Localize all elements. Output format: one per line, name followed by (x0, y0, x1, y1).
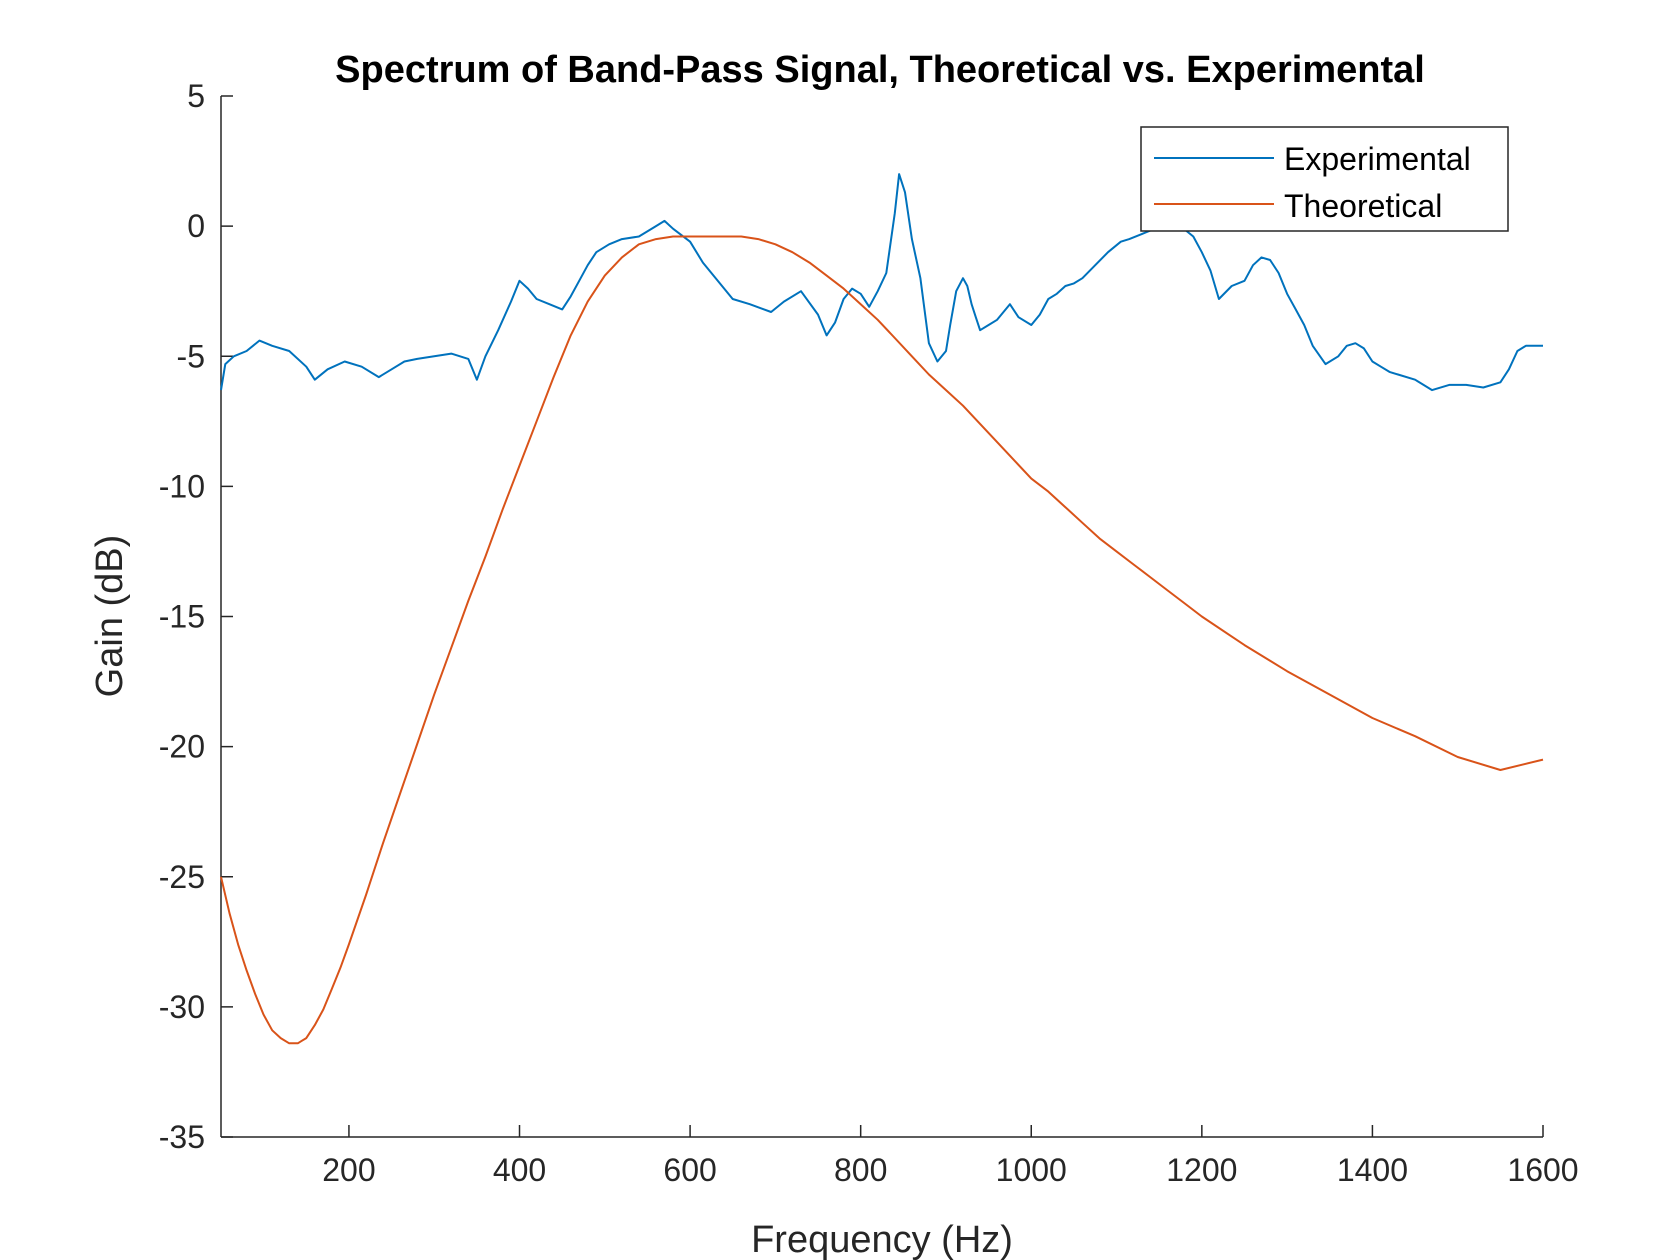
x-tick-label: 1400 (1337, 1152, 1408, 1188)
x-tick-label: 1600 (1507, 1152, 1578, 1188)
series-line-experimental (220, 173, 1543, 392)
y-tick-label: -20 (159, 729, 205, 765)
series-lines (220, 173, 1544, 1045)
chart-title: Spectrum of Band-Pass Signal, Theoretica… (335, 49, 1425, 91)
x-tick-label: 1200 (1166, 1152, 1237, 1188)
y-tick-label: -10 (159, 468, 205, 504)
x-tick-label: 600 (663, 1152, 716, 1188)
x-tick-label: 800 (834, 1152, 887, 1188)
plot-area: 200 400 600 800 1000 1200 1400 1600 5 0 -5 -10 -15 -… (159, 78, 1579, 1188)
x-tick-label: 400 (493, 1152, 546, 1188)
y-axis-label: Gain (dB) (89, 535, 131, 698)
y-tick-label: 5 (187, 78, 205, 114)
x-tick-label: 1000 (996, 1152, 1067, 1188)
y-tick-label: -30 (159, 989, 205, 1025)
y-tick-label: -25 (159, 859, 205, 895)
y-tick-label: 0 (187, 208, 205, 244)
x-tick-label: 200 (322, 1152, 375, 1188)
x-axis-label: Frequency (Hz) (751, 1219, 1013, 1260)
y-ticks: 5 0 -5 -10 -15 -20 -25 -30 -35 (159, 78, 233, 1155)
legend-box (1140, 126, 1509, 232)
y-tick-label: -5 (177, 338, 205, 374)
y-tick-label: -35 (159, 1119, 205, 1155)
y-tick-label: -15 (159, 599, 205, 635)
legend-label-experimental: Experimental (1284, 141, 1471, 177)
x-ticks: 200 400 600 800 1000 1200 1400 1600 (322, 1125, 1579, 1188)
series-line-theoretical (220, 235, 1544, 1045)
legend: Experimental Theoretical (1140, 126, 1509, 232)
legend-label-theoretical: Theoretical (1284, 188, 1442, 224)
